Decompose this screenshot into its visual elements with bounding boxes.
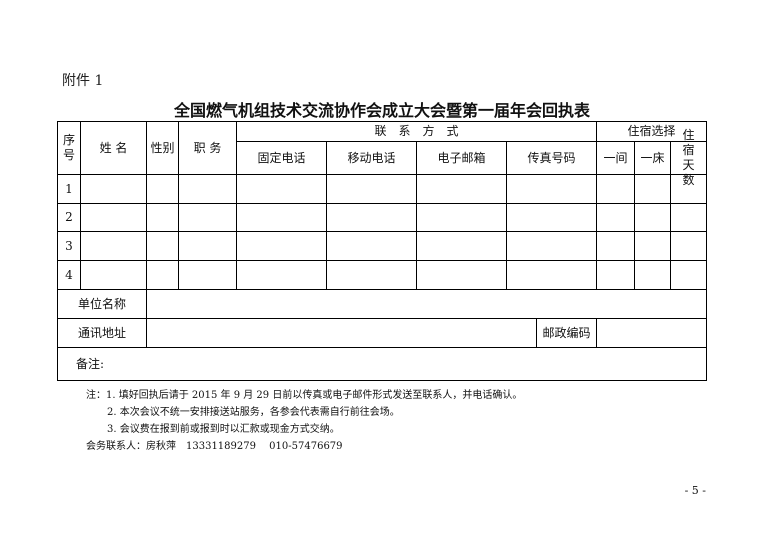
table-cell[interactable] [506, 174, 597, 204]
table-cell[interactable] [146, 203, 179, 232]
row-number: 1 [57, 174, 81, 204]
table-cell[interactable] [596, 174, 635, 204]
postcode-label: 邮政编码 [536, 318, 597, 348]
table-cell[interactable] [634, 174, 671, 204]
table-cell[interactable] [634, 231, 671, 261]
header-contact: 联 系 方 式 [236, 121, 597, 142]
table-cell[interactable] [80, 260, 147, 290]
table-cell[interactable] [146, 260, 179, 290]
table-cell[interactable] [236, 174, 327, 204]
row-number: 2 [57, 203, 81, 232]
header-mobile: 移动电话 [326, 141, 417, 175]
table-cell[interactable] [596, 203, 635, 232]
page-number: - 5 - [684, 484, 706, 497]
table-cell[interactable] [178, 203, 237, 232]
table-cell[interactable] [634, 203, 671, 232]
note-2: 2. 本次会议不统一安排接送站服务，各参会代表需自行前往会场。 [107, 407, 400, 418]
unit-label: 单位名称 [57, 289, 147, 319]
table-cell[interactable] [80, 203, 147, 232]
address-field[interactable] [146, 318, 537, 348]
table-cell[interactable] [596, 231, 635, 261]
contact-line: 会务联系人：房秋萍 13331189279 010-57476679 [86, 441, 343, 452]
table-cell[interactable] [178, 174, 237, 204]
table-cell[interactable] [596, 260, 635, 290]
postcode-field[interactable] [596, 318, 707, 348]
table-cell[interactable] [178, 231, 237, 261]
note-3: 3. 会议费在报到前或报到时以汇款或现金方式交纳。 [107, 424, 340, 435]
row-number: 4 [57, 260, 81, 290]
table-cell[interactable] [326, 203, 417, 232]
header-email: 电子邮箱 [416, 141, 507, 175]
remarks-label: 备注: [76, 356, 105, 371]
table-cell[interactable] [178, 260, 237, 290]
header-room: 一间 [596, 141, 635, 175]
header-landline: 固定电话 [236, 141, 327, 175]
header-fax: 传真号码 [506, 141, 597, 175]
table-cell[interactable] [670, 174, 707, 204]
table-cell[interactable] [416, 231, 507, 261]
table-cell[interactable] [80, 174, 147, 204]
row-number: 3 [57, 231, 81, 261]
table-cell[interactable] [416, 174, 507, 204]
page-title: 全国燃气机组技术交流协作会成立大会暨第一届年会回执表 [173, 101, 590, 120]
table-cell[interactable] [326, 260, 417, 290]
table-cell[interactable] [506, 203, 597, 232]
table-cell[interactable] [326, 231, 417, 261]
table-cell[interactable] [670, 260, 707, 290]
table-cell[interactable] [416, 260, 507, 290]
address-label: 通讯地址 [57, 318, 147, 348]
header-position: 职 务 [178, 121, 237, 175]
table-cell[interactable] [236, 260, 327, 290]
table-cell[interactable] [236, 203, 327, 232]
table-cell[interactable] [236, 231, 327, 261]
table-cell[interactable] [634, 260, 671, 290]
table-cell[interactable] [146, 231, 179, 261]
header-gender: 性别 [146, 121, 179, 175]
attachment-label: 附件 1 [62, 73, 104, 89]
header-days: 住宿天数 [670, 128, 707, 187]
header-name: 姓 名 [80, 121, 147, 175]
table-cell[interactable] [416, 203, 507, 232]
table-cell[interactable] [670, 203, 707, 232]
table-cell[interactable] [506, 260, 597, 290]
header-seq: 序号 [57, 121, 81, 175]
table-cell[interactable] [146, 174, 179, 204]
header-bed: 一床 [634, 141, 671, 175]
table-cell[interactable] [506, 231, 597, 261]
table-cell[interactable] [326, 174, 417, 204]
remarks-field[interactable]: 备注: [57, 347, 707, 381]
note-1: 注：1. 填好回执后请于 2015 年 9 月 29 日前以传真或电子邮件形式发… [86, 390, 523, 401]
table-cell[interactable] [670, 231, 707, 261]
table-cell[interactable] [80, 231, 147, 261]
unit-field[interactable] [146, 289, 707, 319]
